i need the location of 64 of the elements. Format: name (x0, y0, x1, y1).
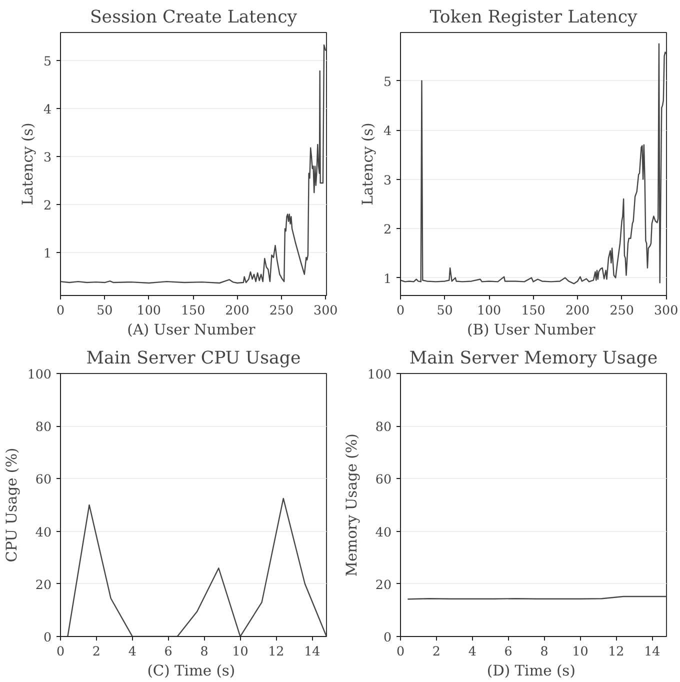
x-tick-label: 6 (504, 644, 512, 658)
x-tick-label: 12 (608, 644, 624, 658)
x-tick-label: 250 (269, 302, 294, 318)
x-tick-label: 10 (232, 644, 248, 658)
y-axis-title: Memory Usage (%) (343, 433, 360, 577)
x-axis-title: (A) User Number (127, 322, 256, 338)
y-tick-label: 1 (43, 246, 52, 261)
x-tick-label: 0 (56, 302, 65, 318)
x-tick-label: 4 (128, 644, 136, 658)
x-tick-label: 100 (136, 302, 161, 318)
y-tick-label: 1 (383, 270, 392, 286)
chart-title: Main Server CPU Usage (86, 348, 301, 368)
x-tick-label: 0 (56, 644, 65, 658)
y-axis-title: Latency (s) (19, 122, 36, 206)
y-tick-label: 3 (43, 150, 52, 165)
x-tick-label: 250 (610, 302, 634, 318)
x-tick-label: 200 (565, 302, 590, 318)
x-tick-label: 300 (654, 302, 678, 318)
y-tick-label: 100 (367, 366, 392, 382)
x-tick-label: 2 (92, 644, 100, 658)
x-tick-label: 150 (180, 302, 206, 318)
x-axis-title: (D) Time (s) (486, 662, 576, 680)
chart-title: Token Register Latency (430, 8, 638, 28)
y-tick-label: 100 (27, 366, 52, 382)
x-tick-label: 0 (396, 302, 405, 318)
x-tick-label: 14 (644, 644, 660, 658)
y-tick-label: 80 (35, 419, 52, 434)
y-axis-title: Latency (s) (359, 122, 376, 206)
x-tick-label: 300 (314, 302, 338, 318)
y-tick-label: 0 (383, 630, 392, 644)
y-tick-label: 3 (383, 172, 392, 188)
x-axis-title: (B) User Number (467, 322, 596, 338)
x-tick-label: 50 (96, 302, 113, 318)
y-tick-label: 80 (375, 419, 392, 434)
x-tick-label: 8 (200, 644, 208, 658)
y-tick-label: 4 (383, 123, 392, 138)
x-tick-label: 10 (572, 644, 588, 658)
x-tick-label: 200 (225, 302, 250, 318)
y-tick-label: 4 (43, 101, 52, 116)
y-tick-label: 2 (383, 222, 392, 237)
x-tick-label: 0 (396, 644, 405, 658)
x-axis-title: (C) Time (s) (147, 662, 236, 680)
y-tick-label: 40 (375, 524, 392, 540)
x-tick-label: 2 (432, 644, 440, 658)
y-tick-label: 20 (375, 576, 392, 592)
x-tick-label: 6 (164, 644, 172, 658)
chart-title: Session Create Latency (90, 8, 298, 28)
x-tick-label: 50 (436, 302, 453, 318)
y-tick-label: 0 (43, 630, 52, 644)
y-tick-label: 40 (35, 524, 52, 540)
y-tick-label: 60 (375, 472, 392, 487)
x-tick-label: 4 (468, 644, 476, 658)
y-tick-label: 2 (43, 198, 52, 213)
x-tick-label: 150 (521, 302, 546, 318)
y-tick-label: 5 (383, 74, 392, 89)
x-tick-label: 14 (304, 644, 320, 658)
y-tick-label: 60 (35, 472, 52, 487)
x-tick-label: 8 (540, 644, 548, 658)
y-axis-title: CPU Usage (%) (3, 448, 20, 562)
y-tick-label: 20 (35, 576, 52, 592)
x-tick-label: 100 (476, 302, 502, 318)
chart-title: Main Server Memory Usage (409, 348, 658, 368)
x-tick-label: 12 (268, 644, 284, 658)
y-tick-label: 5 (43, 53, 52, 68)
